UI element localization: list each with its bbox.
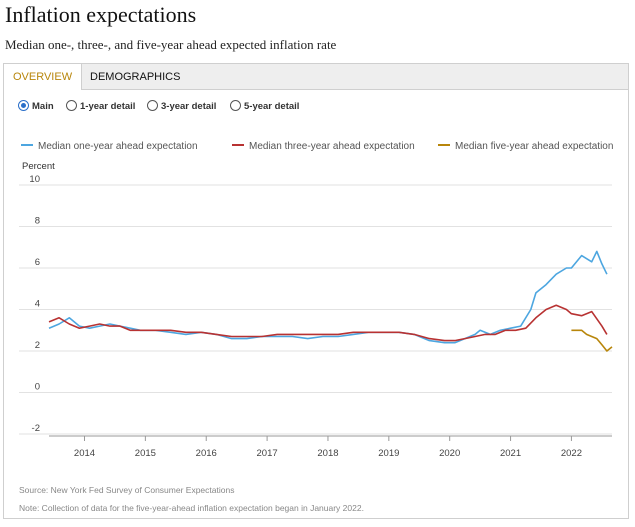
legend-item-five-year[interactable]: Median five-year ahead expectation <box>438 141 613 152</box>
series-line-2[interactable] <box>48 304 608 342</box>
x-tick-label: 2021 <box>500 448 521 459</box>
page-title: Inflation expectations <box>5 2 197 27</box>
legend-label: Median three-year ahead expectation <box>249 141 415 152</box>
y-axis-label: Percent <box>22 161 55 172</box>
legend-swatch <box>232 144 244 146</box>
legend-item-one-year[interactable]: Median one-year ahead expectation <box>21 141 198 152</box>
line-chart: Percent -2 0 2 4 6 8 10 2014 2015 2016 2017 2018 20… <box>19 161 613 459</box>
y-tick-label: 10 <box>29 174 40 185</box>
radio-label: 1-year detail <box>80 101 136 112</box>
x-tick-label: 2020 <box>439 448 460 459</box>
legend-swatch <box>21 144 33 146</box>
source-note: Source: New York Fed Survey of Consumer … <box>19 485 235 495</box>
series-line-3[interactable] <box>571 329 613 352</box>
y-tick-label: -2 <box>32 423 40 434</box>
x-tick-label: 2014 <box>74 448 95 459</box>
tab-demographics[interactable]: DEMOGRAPHICS <box>90 71 181 83</box>
radio-5-year-detail[interactable]: 5-year detail <box>230 100 299 112</box>
x-tick-label: 2017 <box>257 448 278 459</box>
legend-label: Median one-year ahead expectation <box>38 141 198 152</box>
page-subtitle: Median one-, three-, and five-year ahead… <box>5 37 337 52</box>
collection-note: Note: Collection of data for the five-ye… <box>19 503 364 513</box>
radio-circle-icon <box>230 100 241 111</box>
y-tick-label: 6 <box>35 257 40 268</box>
legend-item-three-year[interactable]: Median three-year ahead expectation <box>232 141 415 152</box>
radio-circle-icon <box>66 100 77 111</box>
y-tick-label: 2 <box>35 340 40 351</box>
x-tick-label: 2018 <box>317 448 338 459</box>
x-tick-label: 2019 <box>378 448 399 459</box>
radio-circle-icon <box>18 100 29 111</box>
y-tick-label: 8 <box>35 216 40 227</box>
x-tick-label: 2015 <box>135 448 156 459</box>
tab-overview[interactable]: OVERVIEW <box>4 64 83 90</box>
radio-circle-icon <box>147 100 158 111</box>
x-tick-label: 2022 <box>561 448 582 459</box>
y-tick-label: 4 <box>35 299 40 310</box>
radio-main[interactable]: Main <box>18 100 54 112</box>
radio-3-year-detail[interactable]: 3-year detail <box>147 100 216 112</box>
x-tick-label: 2016 <box>196 448 217 459</box>
chart-panel: OVERVIEW DEMOGRAPHICS Main 1-year detail… <box>3 63 629 519</box>
radio-label: Main <box>32 101 54 112</box>
radio-label: 3-year detail <box>161 101 217 112</box>
radio-1-year-detail[interactable]: 1-year detail <box>66 100 135 112</box>
y-tick-label: 0 <box>35 382 40 393</box>
legend-swatch <box>438 144 450 146</box>
radio-label: 5-year detail <box>244 101 300 112</box>
legend-label: Median five-year ahead expectation <box>455 141 614 152</box>
tab-bar: OVERVIEW DEMOGRAPHICS <box>4 64 628 90</box>
